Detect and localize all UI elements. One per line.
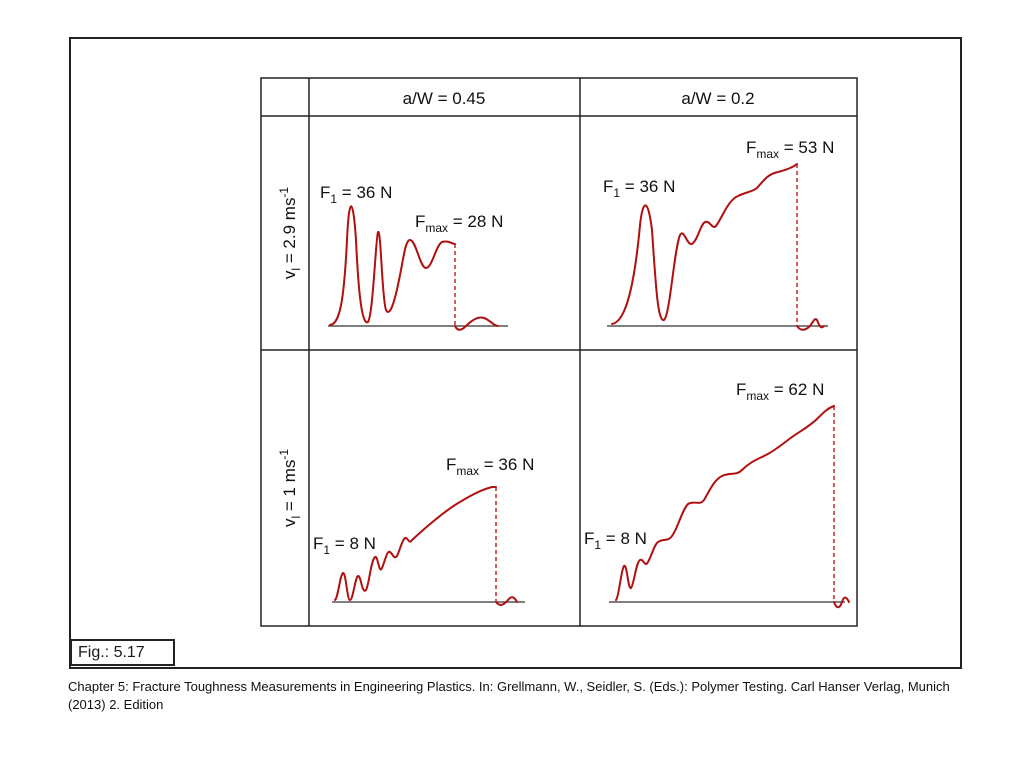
figure-frame [69, 37, 962, 669]
fmax-label: Fmax = 28 N [415, 212, 503, 235]
post-fracture-oscillation [833, 596, 850, 609]
post-fracture-oscillation [495, 596, 518, 606]
panel-bottom-left: F1 = 8 N Fmax = 36 N [313, 455, 534, 606]
f1-label: F1 = 36 N [603, 177, 675, 200]
post-fracture-oscillation [796, 318, 825, 331]
column-header-aw-02: a/W = 0.2 [681, 89, 754, 108]
force-curve [334, 486, 497, 601]
f1-label: F1 = 8 N [313, 534, 376, 557]
fmax-label: Fmax = 53 N [746, 138, 834, 161]
f1-label: F1 = 8 N [584, 529, 647, 552]
force-curve [611, 163, 798, 325]
panel-top-right: F1 = 36 N Fmax = 53 N [603, 138, 834, 331]
f1-label: F1 = 36 N [320, 183, 392, 206]
post-fracture-oscillation [454, 316, 499, 331]
fmax-label: Fmax = 36 N [446, 455, 534, 478]
row-header-velocity-1: vl = 1 ms-1 [277, 449, 303, 527]
fmax-label: Fmax = 62 N [736, 380, 824, 403]
panel-bottom-right: F1 = 8 N Fmax = 62 N [584, 380, 850, 609]
figure-number-label: Fig.: 5.17 [70, 639, 175, 666]
table-grid [260, 77, 858, 627]
force-curve [329, 205, 456, 326]
panel-top-left: F1 = 36 N Fmax = 28 N [320, 183, 508, 331]
row-header-velocity-2-9: vl = 2.9 ms-1 [277, 187, 303, 280]
force-curve [615, 405, 835, 601]
column-header-aw-045: a/W = 0.45 [403, 89, 486, 108]
source-caption: Chapter 5: Fracture Toughness Measuremen… [68, 679, 950, 712]
